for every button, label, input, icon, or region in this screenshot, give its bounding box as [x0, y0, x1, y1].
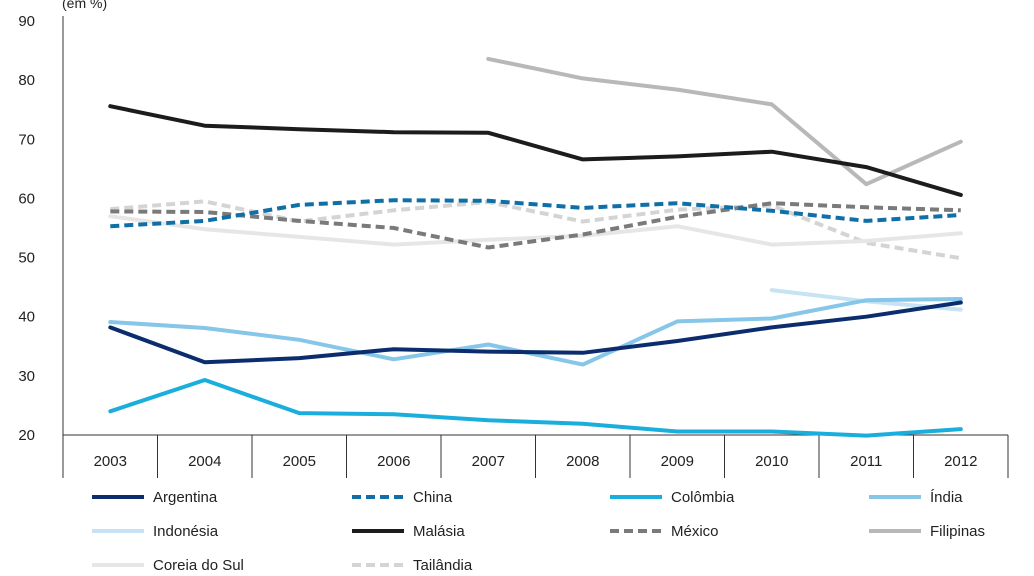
x-tick-label: 2007 [472, 453, 505, 470]
y-tick-label: 60 [18, 190, 35, 207]
legend-label: Colômbia [671, 489, 735, 506]
series-line-argentina [108, 300, 963, 365]
legend-label: Filipinas [930, 523, 985, 540]
y-tick-label: 70 [18, 131, 35, 148]
series-line-coreia-do-sul [108, 214, 963, 247]
y-axis-label: (em %) [62, 0, 107, 11]
series-line-m-xico [110, 201, 961, 250]
x-axis: 2003 2004 2005 2006 2007 2008 2009 2010 2011 2012 [62, 434, 1009, 478]
legend: Argentina China Colômbia Índia Indonésia Malá… [92, 489, 985, 574]
x-tick-label: 2012 [944, 453, 977, 470]
x-tick-label: 2005 [283, 453, 316, 470]
legend-label: Coreia do Sul [153, 557, 244, 574]
x-tick-label: 2008 [566, 453, 599, 470]
legend-label: Indonésia [153, 523, 219, 540]
x-tick-label: 2003 [94, 453, 127, 470]
legend-label: China [413, 489, 453, 506]
series-line-col-mbia [108, 378, 963, 438]
legend-label: Tailândia [413, 557, 473, 574]
x-tick-label: 2004 [188, 453, 221, 470]
y-tick-label: 50 [18, 250, 35, 267]
series-line-china [110, 198, 961, 229]
series-line-mal-sia [108, 104, 963, 197]
y-tick-label: 30 [18, 368, 35, 385]
x-tick-label: 2010 [755, 453, 788, 470]
x-tick-label: 2011 [850, 453, 882, 470]
y-tick-label: 80 [18, 72, 35, 89]
x-tick-label: 2006 [377, 453, 410, 470]
legend-label: Argentina [153, 489, 218, 506]
y-tick-label: 90 [18, 13, 35, 30]
series-line-tail-ndia [110, 199, 962, 261]
y-tick-label: 20 [18, 427, 35, 444]
legend-label: Índia [930, 489, 963, 506]
legend-label: Malásia [413, 523, 465, 540]
legend-label: México [671, 523, 719, 540]
y-axis: 20 30 40 50 60 70 80 90 [18, 13, 64, 444]
x-tick-label: 2009 [661, 453, 694, 470]
series-lines [108, 56, 963, 438]
series-line-filipinas [486, 56, 963, 187]
y-tick-label: 40 [18, 309, 35, 326]
series-line--ndia [108, 297, 963, 367]
